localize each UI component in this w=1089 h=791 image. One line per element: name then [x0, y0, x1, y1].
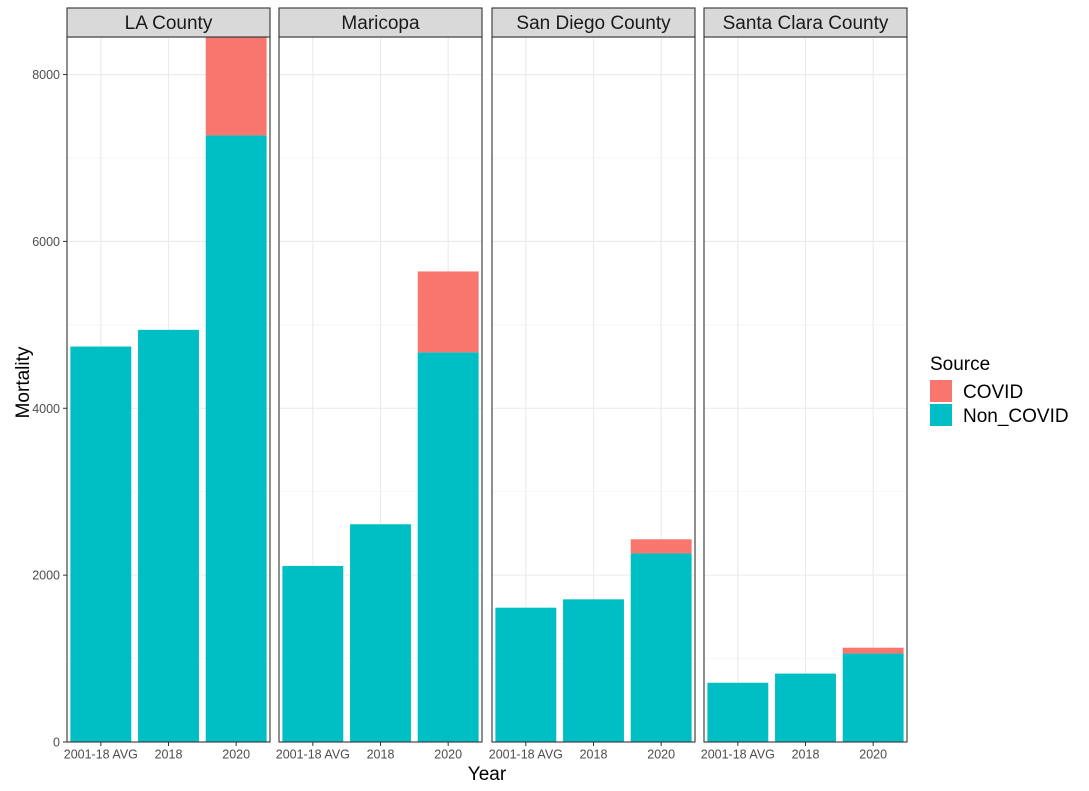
x-tick-label: 2001-18 AVG	[276, 748, 350, 762]
bar-segment-covid	[630, 539, 692, 554]
y-tick-label: 4000	[32, 402, 60, 416]
bar-segment-non-covid	[842, 653, 904, 742]
legend-title: Source	[930, 354, 990, 375]
panel: 2001-18 AVG 2018 2020 Maricopa	[276, 7, 483, 762]
facet-strip	[491, 7, 696, 38]
bar-segment-non-covid	[70, 346, 132, 742]
x-tick-label: 2020	[222, 748, 250, 762]
bar-segment-non-covid	[350, 524, 411, 742]
bar-segment-non-covid	[138, 329, 199, 742]
legend-label: Non_COVID	[963, 406, 1069, 427]
legend-label: COVID	[963, 382, 1023, 403]
facet-strip	[703, 7, 908, 38]
bar-segment-covid	[417, 271, 479, 353]
legend-key-covid	[930, 380, 952, 402]
bar-segment-covid	[842, 647, 904, 654]
x-tick-label: 2018	[580, 748, 608, 762]
bar-segment-non-covid	[630, 553, 692, 742]
y-tick-label: 2000	[32, 569, 60, 583]
bar-segment-non-covid	[775, 673, 836, 742]
x-tick-label: 2020	[434, 748, 462, 762]
x-tick-label: 2018	[155, 748, 183, 762]
facet-strip	[66, 7, 271, 38]
x-tick-label: 2001-18 AVG	[64, 748, 138, 762]
y-tick-label: 6000	[32, 235, 60, 249]
x-tick-label: 2001-18 AVG	[701, 748, 775, 762]
x-tick-label: 2020	[647, 748, 675, 762]
bar-segment-non-covid	[282, 565, 344, 742]
x-tick-label: 2020	[859, 748, 887, 762]
bar-segment-non-covid	[707, 682, 769, 742]
facet-strip-label: Santa Clara County	[723, 13, 889, 34]
facet-strip-label: San Diego County	[516, 13, 671, 34]
bar-segment-covid	[205, 37, 267, 136]
bar-segment-non-covid	[495, 607, 557, 742]
y-axis: 0 2000 4000 6000 8000	[32, 68, 67, 750]
facet-strip-label: LA County	[125, 13, 213, 34]
facet-strip-label: Maricopa	[341, 13, 420, 34]
x-tick-label: 2001-18 AVG	[489, 748, 563, 762]
y-axis-title: Mortality	[13, 346, 34, 418]
y-tick-label: 8000	[32, 68, 60, 82]
panel: 2001-18 AVG 2018 2020 Santa Clara County	[701, 7, 908, 762]
x-tick-label: 2018	[792, 748, 820, 762]
panel: 2001-18 AVG 2018 2020 San Diego County	[489, 7, 696, 762]
x-axis-title: Year	[468, 764, 507, 785]
x-tick-label: 2018	[367, 748, 395, 762]
legend-key-non-covid	[930, 404, 952, 426]
facet-strip	[278, 7, 483, 38]
y-tick-label: 0	[53, 736, 60, 750]
panel: 2001-18 AVG 2018 2020 LA County	[64, 7, 271, 762]
bar-segment-non-covid	[417, 352, 479, 742]
bar-segment-non-covid	[205, 135, 267, 742]
bar-segment-non-covid	[563, 599, 624, 742]
legend: Source COVID Non_COVID	[930, 354, 1069, 427]
